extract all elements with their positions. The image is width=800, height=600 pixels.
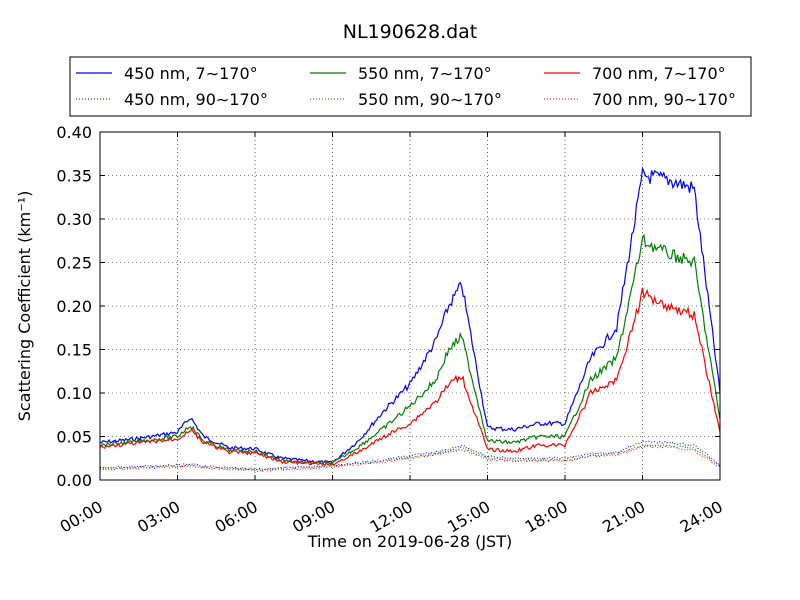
legend-label: 550 nm, 7∼170° (358, 64, 492, 83)
legend-label: 700 nm, 7∼170° (592, 64, 726, 83)
y-axis-label: Scattering Coefficient (km⁻¹) (15, 191, 34, 422)
y-tick-label: 0.10 (56, 384, 92, 403)
grid (100, 132, 720, 480)
series-line (99, 233, 721, 466)
x-tick-label: 12:00 (367, 497, 416, 537)
x-tick-label: 15:00 (444, 497, 493, 537)
y-tick-label: 0.00 (56, 471, 92, 490)
series-line (99, 287, 721, 466)
legend-label: 700 nm, 90∼170° (592, 90, 736, 109)
y-tick-label: 0.25 (56, 254, 92, 273)
y-tick-label: 0.20 (56, 297, 92, 316)
x-tick-label: 09:00 (289, 497, 338, 537)
legend-label: 450 nm, 7∼170° (124, 64, 258, 83)
x-tick-label: 24:00 (677, 497, 726, 537)
legend: 450 nm, 7∼170° 450 nm, 90∼170° 550 nm, 7∼1… (69, 56, 752, 117)
series-line (99, 443, 721, 471)
x-axis-label: Time on 2019-06-28 (JST) (307, 532, 512, 551)
series-line (99, 440, 721, 470)
x-tick-label: 03:00 (134, 497, 183, 537)
y-tick-label: 0.05 (56, 428, 92, 447)
legend-label: 550 nm, 90∼170° (358, 90, 502, 109)
legend-frame (69, 56, 752, 117)
chart-title: NL190628.dat (343, 21, 478, 43)
y-tick-label: 0.35 (56, 167, 92, 186)
y-tick-label: 0.15 (56, 341, 92, 360)
x-tick-label: 21:00 (599, 497, 648, 537)
plot-series (99, 166, 721, 472)
x-tick-label: 06:00 (212, 497, 261, 537)
x-tick-label: 00:00 (57, 497, 106, 537)
series-line (99, 445, 721, 472)
series-line (99, 166, 721, 465)
x-tick-label: 18:00 (522, 497, 571, 537)
y-tick-label: 0.30 (56, 210, 92, 229)
legend-label: 450 nm, 90∼170° (124, 90, 268, 109)
ticks: 00:00 03:00 06:00 09:00 12:00 15:00 18:00 21:00… (56, 123, 726, 537)
y-tick-label: 0.40 (56, 123, 92, 142)
